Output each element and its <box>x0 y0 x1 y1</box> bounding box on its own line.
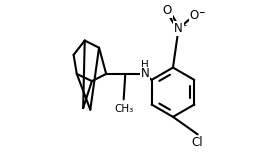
Text: CH₃: CH₃ <box>114 104 133 114</box>
Text: +: + <box>179 21 186 30</box>
Text: H: H <box>141 60 149 70</box>
Text: N: N <box>141 67 150 80</box>
Text: −: − <box>196 6 205 19</box>
Text: O: O <box>190 9 199 22</box>
Text: N: N <box>174 22 183 35</box>
Text: Cl: Cl <box>192 136 203 149</box>
Text: O: O <box>163 4 172 17</box>
